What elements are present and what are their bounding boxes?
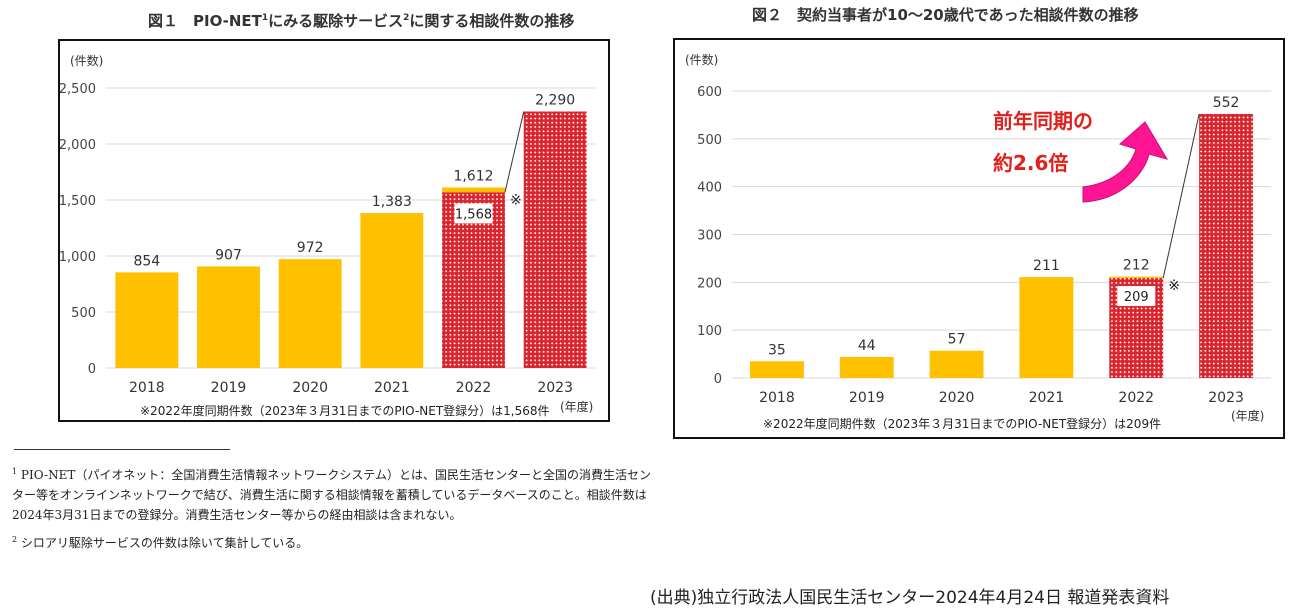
bar-2023 [1199, 113, 1254, 379]
same-period-label: 209 [1124, 290, 1149, 305]
same-period-box [454, 203, 493, 224]
x-tick-label: 2019 [849, 390, 885, 406]
x-tick-label: 2020 [292, 380, 328, 396]
x-tick-label: 2018 [129, 380, 165, 396]
x-tick-label: 2023 [537, 380, 573, 396]
chart1-svg: 0 500 1,000 1,500 2,000 2,500 (件数) 854 2018 907 20… [59, 53, 596, 418]
bar-2018 [749, 361, 804, 378]
bar-2019 [839, 356, 894, 378]
chart1-frame: 0 500 1,000 1,500 2,000 2,500 (件数) 854 2018 907 20… [58, 39, 610, 422]
y-tick-label: 300 [697, 229, 722, 244]
x-tick-label: 2020 [939, 390, 975, 406]
data-label: 57 [948, 332, 966, 348]
x-axis-label: (年度) [560, 399, 593, 414]
y-tick-label: 2,000 [60, 138, 96, 153]
x-tick-label: 2022 [456, 380, 492, 396]
footnote-2: 2 シロアリ駆除サービスの件数は除いて集計している。 [12, 535, 309, 550]
x-tick-label: 2021 [1029, 390, 1065, 406]
bar-increment-2022 [1109, 276, 1164, 280]
callout-text-line1: 前年同期の [993, 109, 1093, 133]
y-tick-label: 2,500 [60, 82, 96, 97]
chart2-svg: 0 100 200 300 400 500 600 (件数) 35 2018 44 2019 57 202… [685, 52, 1271, 431]
bar-2023 [523, 111, 587, 369]
y-tick-label: 600 [697, 85, 722, 100]
y-tick-label: 400 [697, 181, 722, 196]
x-tick-label: 2022 [1118, 390, 1154, 406]
y-tick-label: 1,000 [60, 250, 96, 265]
same-period-label: 1,568 [455, 207, 492, 222]
y-axis-label: (件数) [685, 52, 718, 67]
x-tick-label: 2018 [759, 390, 795, 406]
data-label: 212 [1123, 258, 1150, 274]
data-label: 44 [858, 338, 876, 354]
chart2-frame: 0 100 200 300 400 500 600 (件数) 35 2018 44 2019 57 202… [673, 38, 1285, 439]
data-label: 35 [768, 342, 786, 358]
chart-note: ※2022年度同期件数（2023年３月31日までのPIO-NET登録分）は209… [763, 416, 1161, 431]
connector-line [1162, 113, 1200, 279]
data-label: 972 [297, 240, 324, 256]
data-label: 2,290 [535, 93, 575, 109]
x-axis-label: (年度) [1231, 408, 1264, 423]
x-tick-label: 2021 [374, 380, 410, 396]
footnote-rule [14, 449, 230, 450]
chart-note: ※2022年度同期件数（2023年３月31日までのPIO-NET登録分）は1,5… [140, 403, 550, 418]
same-period-mark: ※ [1168, 278, 1180, 294]
same-period-box [1117, 286, 1156, 307]
x-tick-label: 2023 [1208, 390, 1244, 406]
data-label: 907 [215, 247, 242, 263]
bar-2018 [115, 272, 179, 368]
y-tick-label: 500 [71, 306, 96, 321]
chart2-title: 図２ 契約当事者が10～20歳代であった相談件数の推移 [752, 6, 1139, 24]
data-label: 552 [1213, 95, 1240, 111]
data-label: 1,612 [453, 168, 493, 184]
data-label: 211 [1033, 258, 1060, 274]
data-label: 1,383 [372, 194, 412, 210]
callout-text-line2: 約2.6倍 [993, 151, 1068, 175]
footnote-1: 1 PIO-NET（パイオネット：全国消費生活情報ネットワークシステム）とは、国… [12, 467, 651, 522]
bar-2020 [278, 259, 342, 368]
y-tick-label: 100 [697, 324, 722, 339]
data-label: 854 [133, 253, 160, 269]
chart1-title: 図１ PIO-NET1にみる駆除サービス2に関する相談件数の推移 [148, 12, 575, 30]
bar-increment-2022 [442, 187, 505, 193]
callout-arrow [1082, 121, 1169, 203]
y-tick-label: 0 [714, 372, 722, 387]
y-tick-label: 0 [88, 362, 96, 377]
y-tick-label: 1,500 [60, 194, 96, 209]
x-tick-label: 2019 [211, 380, 247, 396]
y-axis-label: (件数) [70, 53, 103, 68]
connector-line [504, 111, 525, 193]
source-credit: (出典)独立行政法人国民生活センター2024年4月24日 報道発表資料 [650, 588, 1170, 608]
y-tick-label: 200 [697, 276, 722, 291]
y-tick-label: 500 [697, 133, 722, 148]
bar-2021 [360, 213, 424, 368]
bar-2020 [929, 350, 984, 378]
bar-2019 [197, 266, 260, 368]
bar-2021 [1019, 277, 1074, 378]
same-period-mark: ※ [510, 192, 522, 208]
